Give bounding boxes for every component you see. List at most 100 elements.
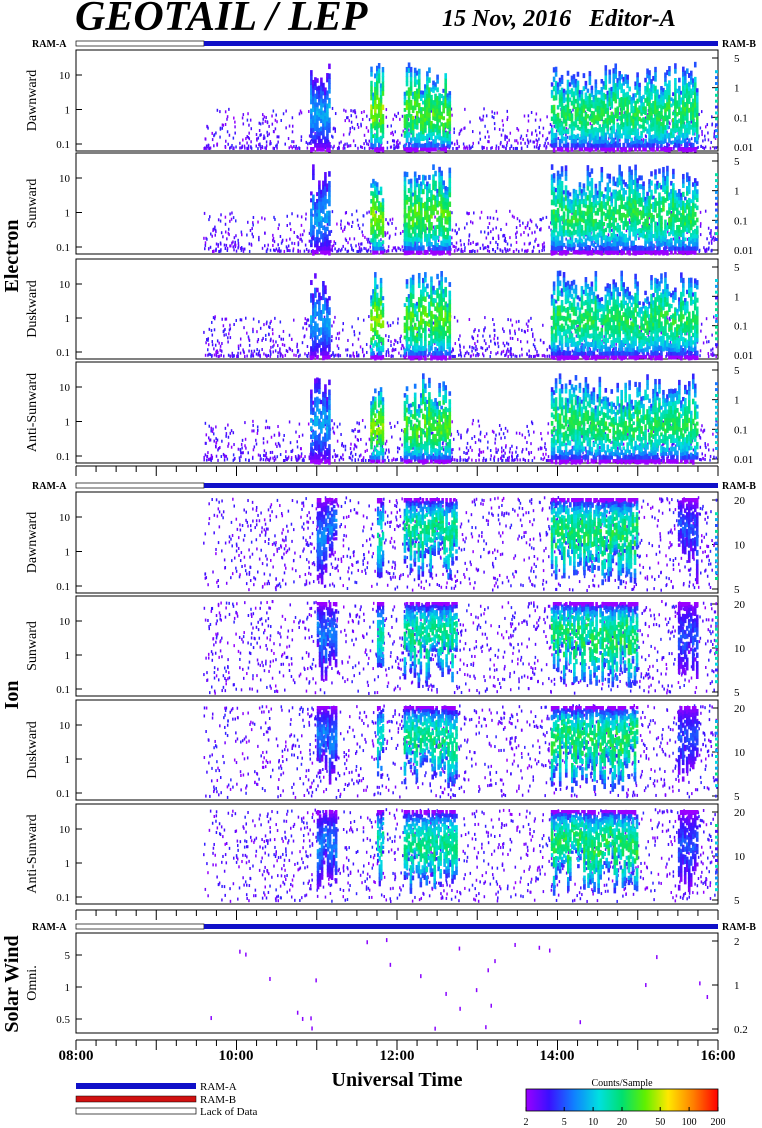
data-pixel (632, 240, 635, 246)
data-pixel (497, 146, 500, 150)
data-pixel (464, 249, 466, 253)
data-pixel (220, 213, 222, 217)
data-pixel (713, 135, 715, 139)
data-pixel (316, 209, 319, 214)
data-pixel (345, 238, 348, 242)
data-pixel (695, 119, 699, 124)
data-pixel (407, 196, 411, 202)
data-pixel (459, 129, 462, 133)
data-pixel (598, 232, 602, 238)
data-pixel (586, 99, 590, 104)
data-pixel (620, 194, 623, 200)
data-pixel (715, 146, 718, 150)
data-pixel (428, 183, 431, 189)
data-pixel (430, 226, 433, 231)
data-pixel (590, 235, 594, 241)
data-pixel (440, 184, 443, 190)
data-pixel (337, 249, 340, 253)
data-pixel (211, 131, 213, 135)
data-pixel (381, 250, 385, 254)
data-pixel (686, 204, 689, 210)
data-pixel (691, 102, 695, 108)
data-pixel (570, 224, 574, 229)
data-pixel (422, 100, 425, 105)
data-pixel (256, 138, 258, 142)
data-pixel (628, 235, 631, 241)
data-pixel (436, 217, 439, 222)
data-pixel (689, 142, 693, 148)
data-pixel (626, 121, 629, 127)
data-pixel (344, 247, 347, 251)
data-pixel (612, 206, 616, 212)
data-pixel (672, 245, 675, 251)
data-pixel (432, 139, 435, 144)
data-pixel (309, 140, 312, 144)
data-pixel (536, 225, 538, 229)
data-pixel (485, 114, 488, 118)
data-pixel (584, 84, 588, 90)
data-pixel (582, 218, 586, 224)
data-pixel (674, 117, 677, 123)
data-pixel (550, 164, 554, 170)
data-pixel (634, 224, 637, 231)
data-pixel (204, 241, 207, 245)
data-pixel (255, 133, 258, 137)
data-pixel (409, 104, 413, 110)
data-pixel (600, 110, 604, 116)
data-pixel (370, 104, 373, 110)
data-pixel (596, 105, 600, 110)
data-pixel (374, 229, 377, 235)
data-pixel (393, 146, 395, 150)
data-pixel (432, 250, 435, 256)
data-pixel (460, 128, 463, 132)
data-pixel (341, 247, 343, 251)
data-pixel (225, 139, 227, 143)
data-pixel (320, 102, 323, 107)
data-pixel (560, 230, 564, 236)
data-pixel (334, 247, 336, 251)
data-pixel (618, 75, 621, 81)
data-pixel (442, 126, 445, 131)
data-pixel (582, 210, 586, 216)
data-pixel (596, 232, 600, 237)
data-pixel (660, 185, 663, 190)
data-pixel (568, 89, 572, 95)
data-pixel (596, 236, 600, 241)
data-pixel (674, 97, 677, 104)
data-pixel (558, 173, 562, 180)
data-pixel (596, 243, 600, 248)
data-pixel (616, 233, 619, 237)
data-pixel (618, 189, 621, 196)
data-pixel (342, 229, 344, 233)
data-pixel (682, 191, 685, 197)
data-pixel (357, 242, 360, 246)
data-pixel (207, 247, 210, 251)
data-pixel (699, 126, 702, 130)
data-pixel (562, 143, 566, 148)
data-pixel (357, 223, 360, 227)
data-pixel (695, 241, 699, 247)
data-pixel (312, 229, 315, 236)
data-pixel (644, 110, 647, 116)
data-pixel (666, 130, 668, 134)
data-pixel (570, 130, 574, 136)
data-pixel (415, 224, 419, 230)
data-pixel (324, 97, 327, 103)
data-pixel (324, 231, 327, 237)
data-pixel (658, 133, 661, 138)
data-pixel (572, 211, 576, 217)
data-pixel (448, 120, 452, 125)
data-pixel (616, 90, 620, 95)
data-pixel (248, 249, 251, 253)
data-pixel (676, 246, 679, 251)
data-pixel (606, 222, 610, 229)
data-pixel (660, 129, 663, 134)
data-pixel (584, 104, 588, 109)
data-pixel (604, 147, 608, 153)
data-pixel (289, 237, 291, 241)
data-pixel (226, 248, 229, 252)
data-pixel (257, 146, 259, 150)
data-pixel (656, 184, 659, 190)
data-pixel (588, 115, 592, 121)
data-pixel (630, 131, 633, 136)
